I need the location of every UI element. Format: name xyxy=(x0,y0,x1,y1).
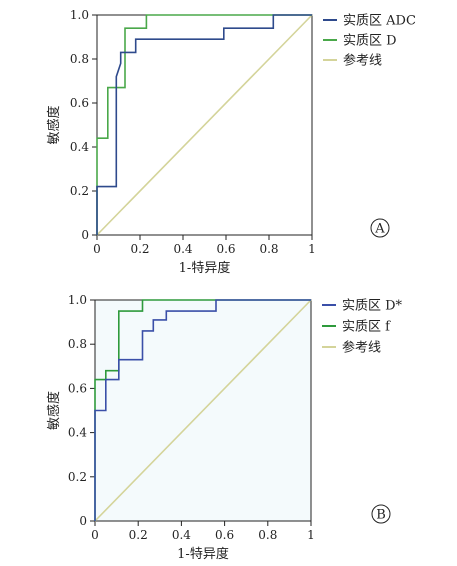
legend-label: 实质区 f xyxy=(342,320,391,335)
y-tick-label: 0.6 xyxy=(70,96,89,110)
y-axis-title: 敏感度 xyxy=(46,105,62,144)
y-tick-label: 0.4 xyxy=(70,140,89,154)
legend-label: 参考线 xyxy=(342,340,381,356)
legend-label: 实质区 D xyxy=(343,34,397,49)
x-tick-label: 0 xyxy=(91,528,99,542)
y-tick-label: 1.0 xyxy=(68,293,87,307)
panel-label-circle xyxy=(371,504,391,524)
y-tick-label: 0 xyxy=(81,228,89,242)
series-line xyxy=(94,299,311,521)
x-tick-label: 0.2 xyxy=(129,528,148,542)
legend-label: 参考线 xyxy=(343,53,382,69)
y-tick-label: 0 xyxy=(79,514,87,528)
x-tick-label: 1 xyxy=(307,528,315,542)
series-line xyxy=(96,14,312,235)
panel-label: A xyxy=(374,222,385,237)
y-tick-label: 0.2 xyxy=(70,184,89,198)
y-tick-label: 0.8 xyxy=(68,337,87,351)
x-axis-title: 1-特异度 xyxy=(177,546,229,562)
series-line xyxy=(94,299,312,522)
chart-panel-B: 0 0.2 0.4 0.6 0.8 1 0 0.2 0.4 0.6 0.8 1.0 1-特异度 敏感度 实质… xyxy=(46,293,403,562)
panel-label: B xyxy=(376,508,386,523)
x-tick-label: 0.4 xyxy=(172,528,191,542)
chart-panel-A: 0 0.2 0.4 0.6 0.8 1 0 0.2 0.4 0.6 0.8 1.0 1-特异度 敏感度 实质… xyxy=(46,8,416,276)
legend-label: 实质区 D* xyxy=(342,299,403,314)
x-tick-label: 0.2 xyxy=(130,242,149,256)
series-line xyxy=(96,14,312,235)
y-axis-title: 敏感度 xyxy=(46,391,62,430)
y-tick-label: 0.8 xyxy=(70,52,89,66)
x-tick-label: 0.6 xyxy=(215,528,234,542)
series-line xyxy=(96,14,313,236)
x-tick-label: 0.4 xyxy=(173,242,192,256)
legend-label: 实质区 ADC xyxy=(343,14,416,29)
y-tick-label: 0.4 xyxy=(68,426,87,440)
x-tick-label: 0.8 xyxy=(259,242,278,256)
x-tick-label: 0 xyxy=(93,242,101,256)
y-tick-label: 0.2 xyxy=(68,470,87,484)
y-tick-label: 0.6 xyxy=(68,381,87,395)
panel-label-circle xyxy=(370,218,390,238)
x-axis-title: 1-特异度 xyxy=(179,260,231,276)
x-tick-label: 0.8 xyxy=(258,528,277,542)
y-tick-label: 1.0 xyxy=(70,8,89,22)
x-tick-label: 0.6 xyxy=(216,242,235,256)
x-tick-label: 1 xyxy=(308,242,316,256)
